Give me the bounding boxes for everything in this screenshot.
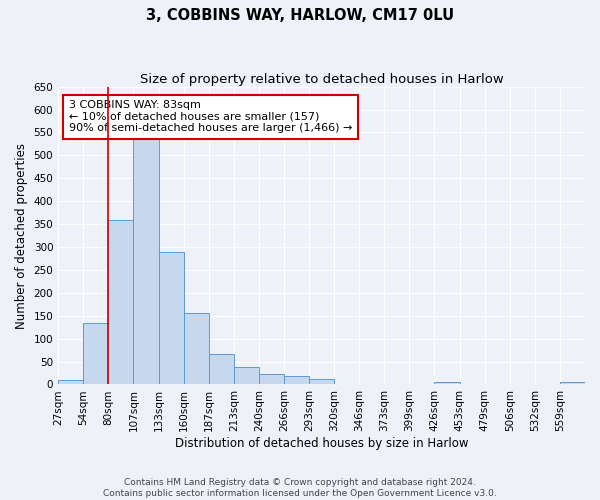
X-axis label: Distribution of detached houses by size in Harlow: Distribution of detached houses by size … [175, 437, 469, 450]
Text: 3, COBBINS WAY, HARLOW, CM17 0LU: 3, COBBINS WAY, HARLOW, CM17 0LU [146, 8, 454, 22]
Bar [209, 354, 234, 384]
Y-axis label: Number of detached properties: Number of detached properties [15, 142, 28, 328]
Bar [234, 366, 259, 384]
Bar [158, 252, 184, 384]
Bar [58, 380, 83, 384]
Bar [259, 374, 284, 384]
Bar [434, 382, 460, 384]
Bar [109, 220, 133, 384]
Bar [284, 376, 309, 384]
Bar [83, 322, 109, 384]
Bar [133, 140, 158, 384]
Bar [560, 382, 585, 384]
Text: Contains HM Land Registry data © Crown copyright and database right 2024.
Contai: Contains HM Land Registry data © Crown c… [103, 478, 497, 498]
Title: Size of property relative to detached houses in Harlow: Size of property relative to detached ho… [140, 72, 503, 86]
Bar [184, 312, 209, 384]
Text: 3 COBBINS WAY: 83sqm
← 10% of detached houses are smaller (157)
90% of semi-deta: 3 COBBINS WAY: 83sqm ← 10% of detached h… [69, 100, 352, 134]
Bar [309, 379, 334, 384]
